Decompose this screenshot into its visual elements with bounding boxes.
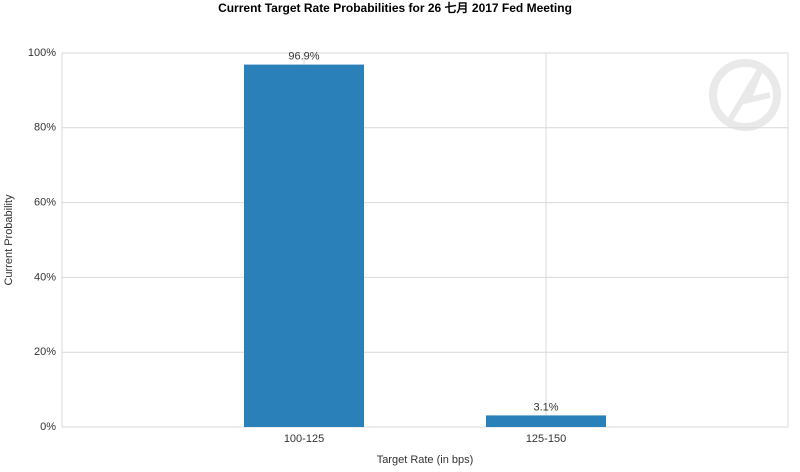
y-tick-label: 0%: [40, 421, 56, 433]
value-label: 3.1%: [533, 401, 558, 413]
x-tick-label: 100-125: [284, 433, 324, 445]
x-tick-label: 125-150: [526, 433, 566, 445]
y-axis-label: Current Probability: [3, 194, 15, 286]
bar: [486, 415, 606, 427]
y-tick-label: 60%: [34, 197, 56, 209]
chart-title: Current Target Rate Probabilities for 26…: [218, 1, 572, 15]
value-label: 96.9%: [288, 51, 319, 63]
y-tick-label: 80%: [34, 122, 56, 134]
x-axis-label: Target Rate (in bps): [377, 454, 474, 466]
watermark: [709, 59, 781, 131]
y-tick-label: 40%: [34, 271, 56, 283]
y-tick-label: 20%: [34, 346, 56, 358]
bar: [244, 64, 364, 428]
y-tick-label: 100%: [28, 47, 56, 59]
